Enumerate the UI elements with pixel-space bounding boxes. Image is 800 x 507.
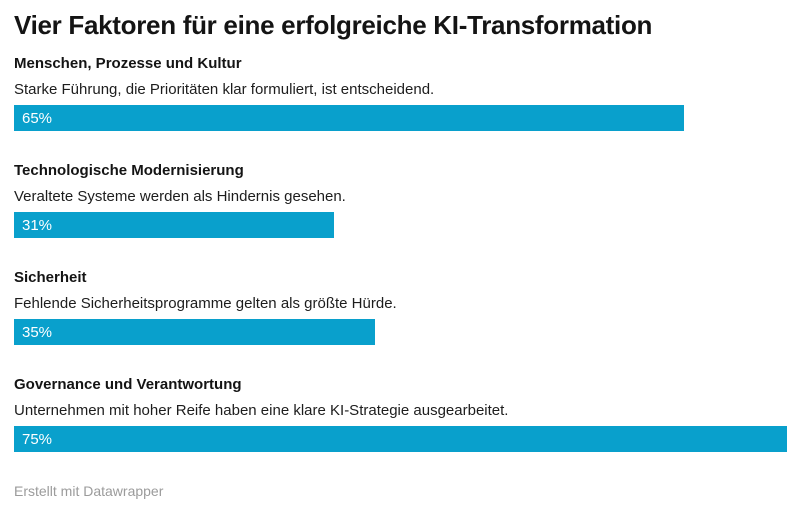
- bar: 31%: [14, 212, 334, 238]
- bar-row: Menschen, Prozesse und Kultur Starke Füh…: [14, 55, 787, 131]
- bar-value-label: 35%: [22, 323, 53, 341]
- bar: 75%: [14, 426, 787, 452]
- bar-category-label: Technologische Modernisierung: [14, 162, 244, 179]
- bar-value-label: 31%: [22, 216, 53, 234]
- bar-row: Governance und Verantwortung Unternehmen…: [14, 376, 787, 452]
- bar-description: Unternehmen mit hoher Reife haben eine k…: [14, 402, 509, 419]
- bar-track: 31%: [14, 212, 787, 238]
- bar-row: Technologische Modernisierung Veraltete …: [14, 162, 787, 238]
- bar-row: Sicherheit Fehlende Sicherheitsprogramme…: [14, 269, 787, 345]
- bar-value-label: 65%: [22, 109, 53, 127]
- bar-category-label: Sicherheit: [14, 269, 87, 286]
- bar-track: 65%: [14, 105, 787, 131]
- bar-description: Starke Führung, die Prioritäten klar for…: [14, 81, 435, 98]
- bar-description: Veraltete Systeme werden als Hindernis g…: [14, 188, 346, 205]
- bar-description: Fehlende Sicherheitsprogramme gelten als…: [14, 295, 397, 312]
- datawrapper-credit-link[interactable]: Erstellt mit Datawrapper: [14, 483, 164, 499]
- bar-category-label: Governance und Verantwortung: [14, 376, 242, 393]
- bar: 65%: [14, 105, 684, 131]
- bar-value-label: 75%: [22, 430, 53, 448]
- bar: 35%: [14, 319, 375, 345]
- bar-category-label: Menschen, Prozesse und Kultur: [14, 55, 242, 72]
- bar-track: 75%: [14, 426, 787, 452]
- chart-title: Vier Faktoren für eine erfolgreiche KI-T…: [14, 10, 653, 40]
- bar-track: 35%: [14, 319, 787, 345]
- chart-footer: Erstellt mit Datawrapper: [14, 483, 787, 501]
- bar-chart-body: Menschen, Prozesse und Kultur Starke Füh…: [14, 55, 787, 452]
